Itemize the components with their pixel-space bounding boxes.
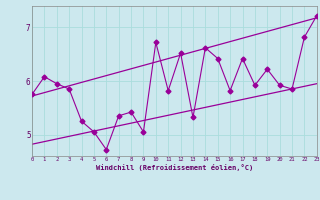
X-axis label: Windchill (Refroidissement éolien,°C): Windchill (Refroidissement éolien,°C) bbox=[96, 164, 253, 171]
